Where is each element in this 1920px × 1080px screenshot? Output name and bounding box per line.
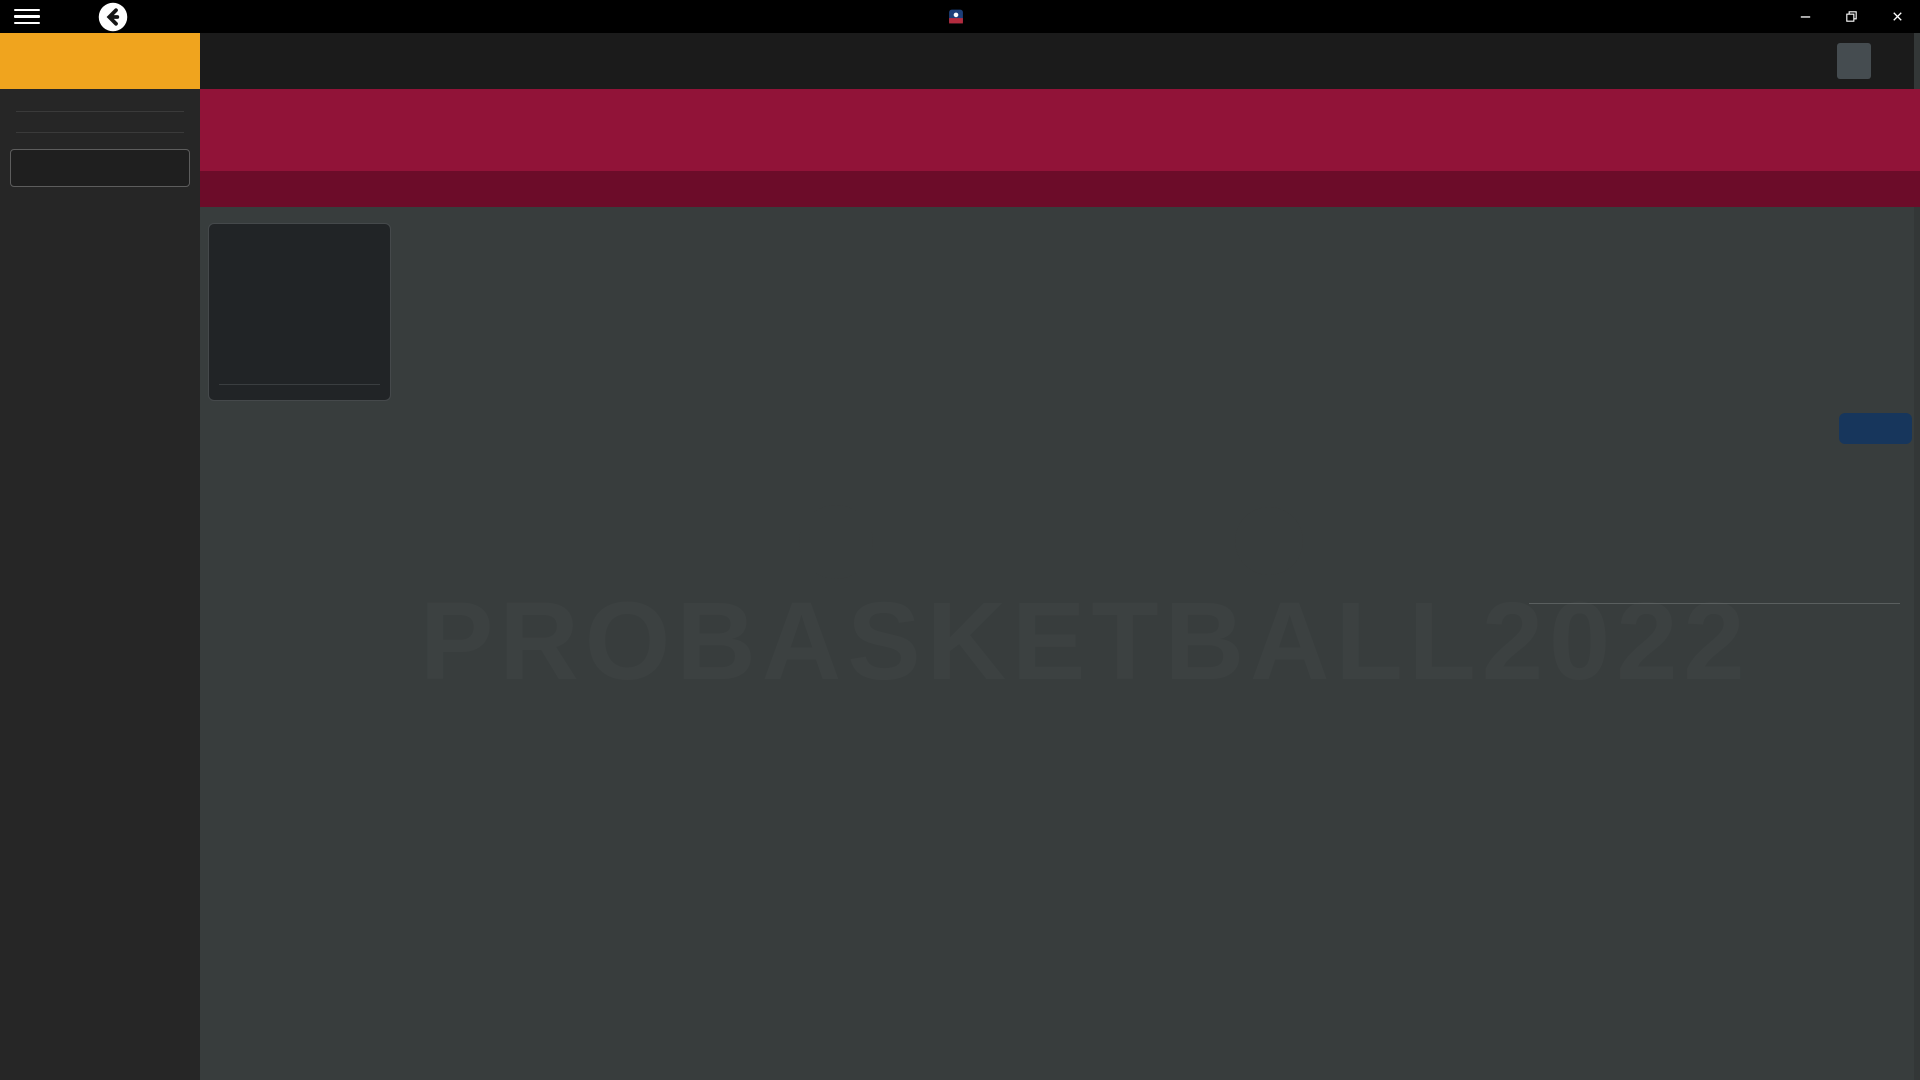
back-arrow-icon [98,2,128,31]
award-icon [1059,678,1079,698]
win-chance-donut-chart[interactable] [1186,458,1352,624]
next-opponent-panel [1059,415,1480,673]
rebounding-leaders-panel [1491,673,1912,1080]
user-menu[interactable] [1837,43,1900,79]
calendar-icon [14,51,34,71]
page-title [220,50,253,72]
sidebar-season-header[interactable] [0,33,200,89]
scoring-leaders-chart[interactable] [626,704,1047,1080]
restore-button[interactable] [1828,0,1874,33]
team-selector[interactable] [10,149,190,187]
dashboard-topbar [200,33,1920,89]
basketball-icon [1059,420,1079,440]
gauge-icon [220,50,242,72]
pie-donut-chart[interactable] [750,456,922,628]
chart-icon [1491,420,1511,440]
chevron-down-icon [1880,56,1891,67]
viewing-cards-panel [208,223,392,401]
sidebar [0,33,200,1080]
passing-leaders-chart[interactable] [1059,704,1480,1080]
opponent-dashboard-button[interactable] [1838,413,1912,444]
minimize-button[interactable] [1782,0,1828,33]
app-title [948,8,973,25]
scoring-leaders-panel [626,673,1047,1080]
passing-leaders-panel [1059,673,1480,1080]
rebounding-leaders-chart[interactable] [1491,704,1912,1080]
pie-chart-icon [626,420,646,440]
main-scrollbar[interactable] [1914,33,1920,1080]
team-news-panel [208,415,614,1080]
close-button[interactable] [1874,0,1920,33]
menu-icon[interactable] [14,5,40,29]
window-titlebar [0,0,1920,33]
chevron-down-icon [168,162,180,174]
team-logo-icon [20,155,46,181]
avatar [1837,43,1871,79]
award-icon [626,678,646,698]
pie-panel [626,415,1047,673]
back-button[interactable] [98,2,128,32]
league-logo-icon [949,9,963,24]
viewing-cards-help [219,238,380,384]
gauge-icon [1857,420,1874,437]
team-banner [200,89,1920,207]
matchup-stats-panel [1491,413,1912,673]
newspaper-icon [208,420,228,440]
award-icon [1491,678,1511,698]
